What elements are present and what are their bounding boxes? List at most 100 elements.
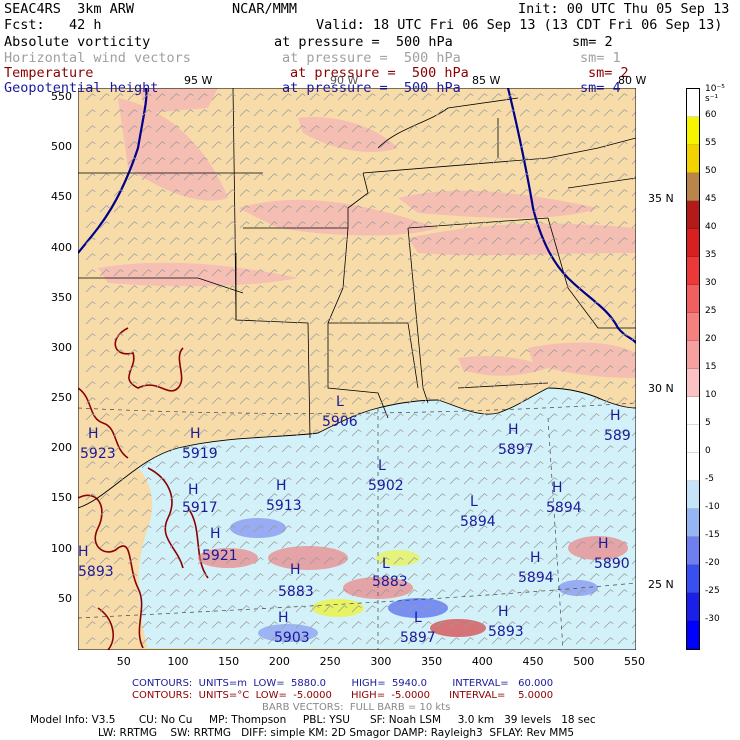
wind-barb [631, 639, 636, 645]
wind-barb [379, 605, 390, 613]
model-info-line1: Model Info: V3.5 CU: No Cu MP: Thompson … [30, 714, 596, 726]
wind-barb [113, 269, 124, 277]
wind-barb [141, 381, 152, 389]
wind-barb [631, 527, 636, 533]
wind-barb [85, 509, 96, 517]
weather-map[interactable]: H 5923 H 5919 L 5906 L 5902 H 5897 H 589… [78, 88, 636, 650]
wind-barb [379, 173, 390, 181]
wind-barb [491, 541, 502, 549]
wind-barb [183, 317, 194, 325]
wind-barb [267, 125, 278, 133]
wind-barb [309, 445, 320, 453]
colorbar-segment [687, 201, 699, 229]
wind-barb [575, 333, 586, 341]
wind-barb [519, 93, 530, 101]
wind-barb [477, 333, 488, 341]
wind-barb [589, 205, 600, 213]
wind-barb [85, 333, 96, 341]
wind-barb [295, 189, 306, 197]
wind-barb [463, 573, 474, 581]
wind-barb [295, 349, 306, 357]
wind-barb [113, 349, 124, 357]
wind-barb [127, 381, 138, 389]
wind-barb [519, 445, 530, 453]
hl-type: L [336, 394, 344, 410]
wind-barb [449, 397, 460, 405]
wind-barb [589, 605, 600, 613]
wind-barb [253, 109, 264, 117]
wind-barb [463, 205, 474, 213]
wind-barb [155, 237, 166, 245]
wind-barb [141, 125, 152, 133]
wind-barb [477, 189, 488, 197]
wind-barb [421, 573, 432, 581]
wind-barb [533, 285, 544, 293]
wind-barb [365, 605, 376, 613]
wind-barb [281, 381, 292, 389]
wind-barb [365, 93, 376, 101]
x-tick-label: 450 [522, 655, 544, 668]
wind-barb [85, 253, 96, 261]
wind-barb [253, 333, 264, 341]
wind-barb [99, 109, 110, 117]
hl-type: H [610, 408, 621, 424]
wind-barb [155, 397, 166, 405]
hl-type: H [552, 480, 563, 496]
colorbar-segment [687, 425, 699, 453]
wind-barb [323, 541, 334, 549]
wind-barb [309, 301, 320, 309]
wind-barb [169, 381, 180, 389]
wind-barb [141, 509, 152, 517]
wind-barb [631, 207, 636, 213]
wind-barb [99, 429, 110, 437]
coastline [78, 387, 636, 509]
wind-barb [267, 477, 278, 485]
wind-barb [253, 349, 264, 357]
wind-barb [449, 301, 460, 309]
wind-barb [127, 509, 138, 517]
wind-barb [141, 301, 152, 309]
valid-time: Valid: 18 UTC Fri 06 Sep 13 (13 CDT Fri … [316, 17, 723, 33]
wind-barb [449, 93, 460, 101]
wind-barb [267, 205, 278, 213]
x-tick-label: 500 [573, 655, 595, 668]
colorbar-label: 0 [705, 446, 711, 456]
wind-barb [519, 621, 530, 629]
wind-barb [337, 461, 348, 469]
wind-barb [393, 221, 404, 229]
wind-barb [309, 253, 320, 261]
wind-barb [491, 429, 502, 437]
hl-value: 5906 [322, 414, 358, 430]
wind-barb [337, 285, 348, 293]
hl-type: H [530, 550, 541, 566]
wind-barb [295, 253, 306, 261]
wind-barb [505, 125, 516, 133]
wind-barb [155, 189, 166, 197]
wind-barb [393, 157, 404, 165]
wind-barb [295, 573, 306, 581]
wind-barb [85, 285, 96, 293]
wind-barb [85, 573, 96, 581]
wind-barb [589, 413, 600, 421]
wind-barb [197, 285, 208, 293]
wind-barb [491, 157, 502, 165]
wind-barb [393, 253, 404, 261]
wind-barb [365, 541, 376, 549]
wind-barb [477, 541, 488, 549]
wind-barb [239, 173, 250, 181]
wind-barb [253, 157, 264, 165]
wind-barb [561, 301, 572, 309]
wind-barb [561, 365, 572, 373]
wind-barb [211, 397, 222, 405]
wind-barb [589, 349, 600, 357]
wind-barb [407, 365, 418, 373]
wind-barb [239, 493, 250, 501]
wind-barb [435, 589, 446, 597]
wind-barb [281, 285, 292, 293]
wind-barb [575, 589, 586, 597]
wind-barb [113, 397, 124, 405]
wind-barb [631, 335, 636, 341]
wind-barb [617, 445, 628, 453]
wind-barb [547, 253, 558, 261]
colorbar-label: -20 [705, 558, 720, 568]
